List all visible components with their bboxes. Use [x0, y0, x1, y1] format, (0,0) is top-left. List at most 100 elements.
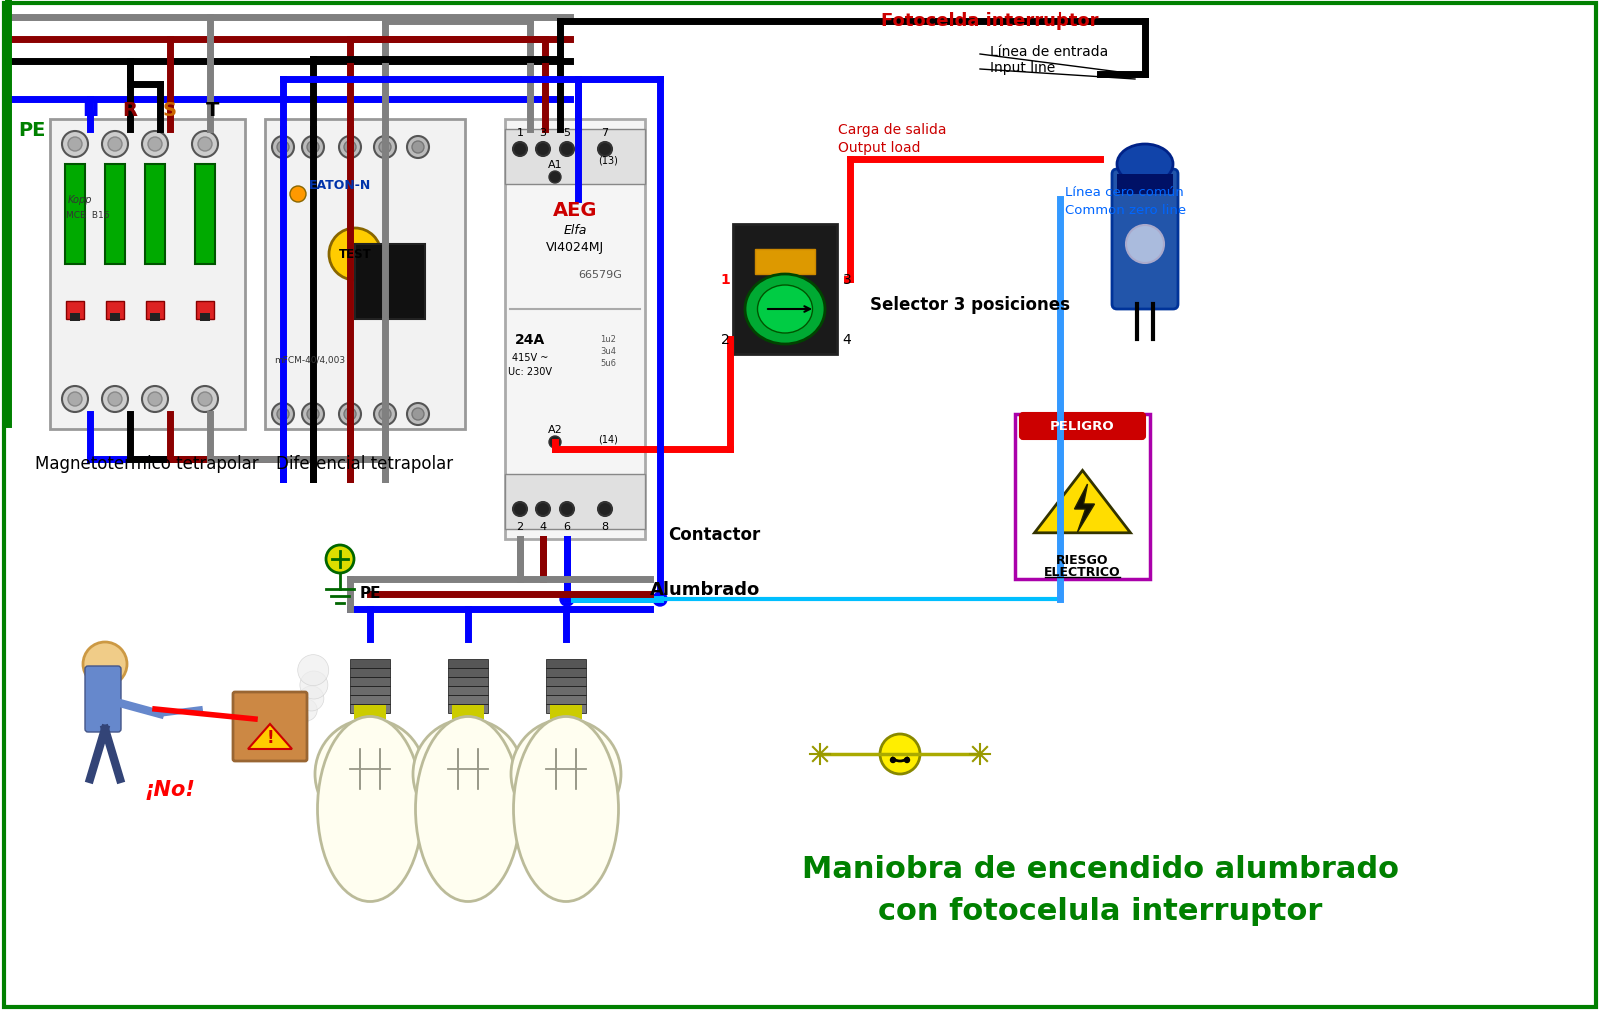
Circle shape: [379, 142, 390, 154]
Circle shape: [192, 386, 218, 412]
Bar: [350, 696, 390, 705]
Bar: [448, 705, 488, 714]
Text: Fotocelda interruptor: Fotocelda interruptor: [882, 12, 1099, 30]
Text: !: !: [266, 728, 274, 746]
Bar: [550, 706, 582, 719]
Circle shape: [109, 392, 122, 406]
Bar: [200, 313, 210, 321]
Circle shape: [549, 437, 562, 449]
FancyBboxPatch shape: [234, 693, 307, 761]
Text: Alumbrado: Alumbrado: [650, 580, 760, 599]
Bar: [506, 129, 645, 185]
Text: A2: A2: [547, 425, 562, 435]
Circle shape: [374, 403, 397, 426]
Bar: [106, 301, 125, 319]
Circle shape: [339, 136, 362, 159]
Bar: [195, 301, 214, 319]
Circle shape: [62, 131, 88, 158]
Circle shape: [277, 408, 290, 421]
Circle shape: [277, 142, 290, 154]
Circle shape: [406, 403, 429, 426]
Circle shape: [147, 392, 162, 406]
Bar: [66, 165, 85, 265]
Text: Input line: Input line: [990, 61, 1056, 75]
Circle shape: [514, 143, 526, 157]
Circle shape: [344, 408, 355, 421]
Text: PELIGRO: PELIGRO: [1050, 421, 1115, 433]
Bar: [350, 659, 390, 668]
Text: 5u6: 5u6: [600, 359, 616, 368]
Circle shape: [283, 718, 299, 734]
Text: Maniobra de encendido alumbrado: Maniobra de encendido alumbrado: [802, 854, 1398, 884]
Bar: [350, 705, 390, 714]
Bar: [350, 668, 390, 677]
Circle shape: [904, 758, 909, 762]
Circle shape: [102, 131, 128, 158]
Text: Contactor: Contactor: [669, 526, 760, 544]
Circle shape: [192, 131, 218, 158]
Text: 3u4: 3u4: [600, 347, 616, 356]
Bar: [448, 696, 488, 705]
Text: 6: 6: [563, 522, 571, 532]
Circle shape: [302, 403, 323, 426]
Circle shape: [290, 710, 309, 729]
Circle shape: [560, 502, 574, 517]
Circle shape: [413, 719, 523, 829]
Text: 1: 1: [517, 127, 523, 137]
Text: 5: 5: [563, 127, 571, 137]
Bar: [506, 474, 645, 530]
Circle shape: [413, 408, 424, 421]
Text: (14): (14): [598, 435, 618, 445]
Circle shape: [339, 403, 362, 426]
Circle shape: [344, 142, 355, 154]
Bar: [355, 245, 426, 319]
Bar: [546, 677, 586, 686]
Ellipse shape: [1117, 145, 1173, 185]
Text: ¡No!: ¡No!: [144, 779, 195, 800]
Text: N: N: [82, 100, 98, 119]
Text: Selector 3 posiciones: Selector 3 posiciones: [870, 295, 1070, 313]
Text: (13): (13): [598, 155, 618, 165]
Circle shape: [326, 546, 354, 573]
Text: PE: PE: [18, 120, 46, 140]
Text: RIESGO: RIESGO: [1056, 553, 1109, 566]
Text: 3: 3: [843, 273, 851, 287]
Circle shape: [598, 502, 611, 517]
Bar: [448, 668, 488, 677]
Circle shape: [536, 143, 550, 157]
Text: Diferencial tetrapolar: Diferencial tetrapolar: [277, 455, 453, 472]
Circle shape: [83, 642, 126, 686]
Bar: [195, 165, 214, 265]
Text: 1: 1: [720, 273, 730, 287]
FancyBboxPatch shape: [266, 120, 466, 430]
Circle shape: [598, 143, 611, 157]
FancyBboxPatch shape: [50, 120, 245, 430]
Bar: [146, 165, 165, 265]
Bar: [110, 313, 120, 321]
Text: Common zero line: Common zero line: [1066, 203, 1186, 216]
Circle shape: [379, 408, 390, 421]
Text: mFCM-40/4,003: mFCM-40/4,003: [275, 355, 346, 364]
FancyBboxPatch shape: [1014, 415, 1150, 579]
Circle shape: [413, 142, 424, 154]
Ellipse shape: [514, 717, 619, 902]
Text: Output load: Output load: [838, 141, 920, 155]
Circle shape: [142, 386, 168, 412]
Text: Elfa: Elfa: [563, 223, 587, 237]
Text: 4: 4: [539, 522, 547, 532]
FancyBboxPatch shape: [1112, 170, 1178, 309]
Bar: [448, 677, 488, 686]
Text: con fotocelula interruptor: con fotocelula interruptor: [878, 897, 1322, 926]
Circle shape: [374, 136, 397, 159]
Polygon shape: [1035, 471, 1131, 533]
Circle shape: [272, 403, 294, 426]
Text: 2: 2: [720, 333, 730, 347]
Circle shape: [272, 136, 294, 159]
Bar: [150, 313, 160, 321]
Circle shape: [275, 723, 288, 735]
Bar: [546, 668, 586, 677]
Circle shape: [330, 228, 381, 281]
Polygon shape: [248, 724, 291, 749]
Circle shape: [880, 734, 920, 774]
Circle shape: [891, 758, 896, 762]
